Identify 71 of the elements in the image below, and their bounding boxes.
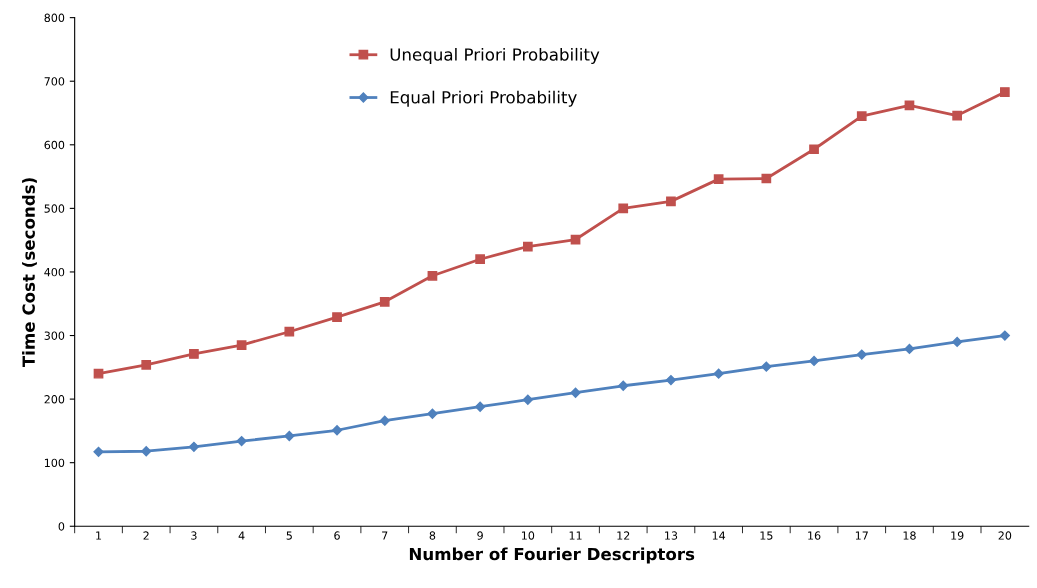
- point: [332, 312, 342, 322]
- x-tick-label: 2: [143, 531, 149, 540]
- point: [904, 343, 915, 354]
- point: [141, 446, 152, 457]
- y-tick-label: 700: [44, 77, 65, 86]
- x-tick-label: 7: [382, 531, 388, 540]
- point: [475, 401, 486, 412]
- point: [856, 111, 867, 122]
- point: [427, 270, 438, 281]
- point: [236, 340, 247, 350]
- point: [522, 394, 533, 405]
- y-tick-label: 200: [44, 395, 65, 404]
- point: [522, 241, 533, 252]
- x-tick-label: 8: [429, 531, 436, 540]
- y-tick-label: 0: [58, 522, 65, 531]
- y-tick-label: 800: [44, 13, 65, 23]
- x-tick-label: 15: [760, 531, 773, 540]
- x-tick-label: 9: [477, 531, 483, 540]
- point: [761, 361, 772, 372]
- point: [809, 144, 819, 155]
- x-tick-label: 17: [855, 531, 868, 540]
- point: [618, 203, 629, 214]
- point: [952, 336, 963, 347]
- y-tick-label: 500: [44, 204, 65, 213]
- point: [188, 441, 200, 452]
- legend-label: Equal Priori Probability: [390, 90, 577, 107]
- point: [141, 359, 152, 370]
- point: [761, 173, 772, 184]
- point: [189, 349, 199, 359]
- point: [570, 387, 581, 398]
- point: [331, 425, 343, 436]
- point: [379, 296, 390, 307]
- point: [856, 349, 867, 360]
- point: [952, 110, 963, 121]
- x-tick-label: 10: [521, 531, 535, 540]
- point: [999, 330, 1010, 341]
- x-tick-label: 5: [286, 531, 292, 540]
- y-tick-label: 600: [44, 140, 65, 150]
- y-axis-title: Time Cost (seconds): [22, 178, 37, 368]
- point: [666, 196, 676, 207]
- x-tick-label: 19: [951, 531, 964, 540]
- x-tick-label: 13: [665, 531, 678, 540]
- x-axis-title: Number of Fourier Descriptors: [409, 547, 695, 564]
- x-tick-label: 14: [712, 531, 726, 540]
- y-tick-label: 300: [44, 331, 65, 340]
- x-tick-label: 16: [808, 531, 821, 540]
- x-tick-label: 1: [96, 531, 102, 540]
- legend-label: Unequal Priori Probability: [390, 47, 600, 65]
- x-tick-label: 6: [334, 531, 340, 540]
- x-tick-label: 12: [617, 531, 630, 540]
- point: [999, 87, 1010, 97]
- x-tick-label: 18: [903, 531, 916, 540]
- point: [93, 368, 104, 379]
- x-tick-label: 20: [998, 531, 1012, 540]
- point: [93, 446, 104, 457]
- point: [713, 174, 724, 184]
- point: [379, 415, 390, 426]
- x-tick-label: 11: [569, 531, 582, 540]
- point: [618, 380, 629, 391]
- point: [284, 430, 295, 442]
- point: [284, 326, 295, 337]
- point: [713, 368, 724, 379]
- y-tick-label: 400: [44, 267, 65, 277]
- x-tick-label: 3: [191, 531, 197, 540]
- y-tick-label: 100: [44, 458, 65, 468]
- point: [665, 374, 677, 386]
- point: [236, 435, 247, 447]
- point: [475, 254, 485, 265]
- point: [427, 408, 438, 419]
- point: [808, 355, 820, 367]
- x-tick-label: 4: [238, 531, 245, 540]
